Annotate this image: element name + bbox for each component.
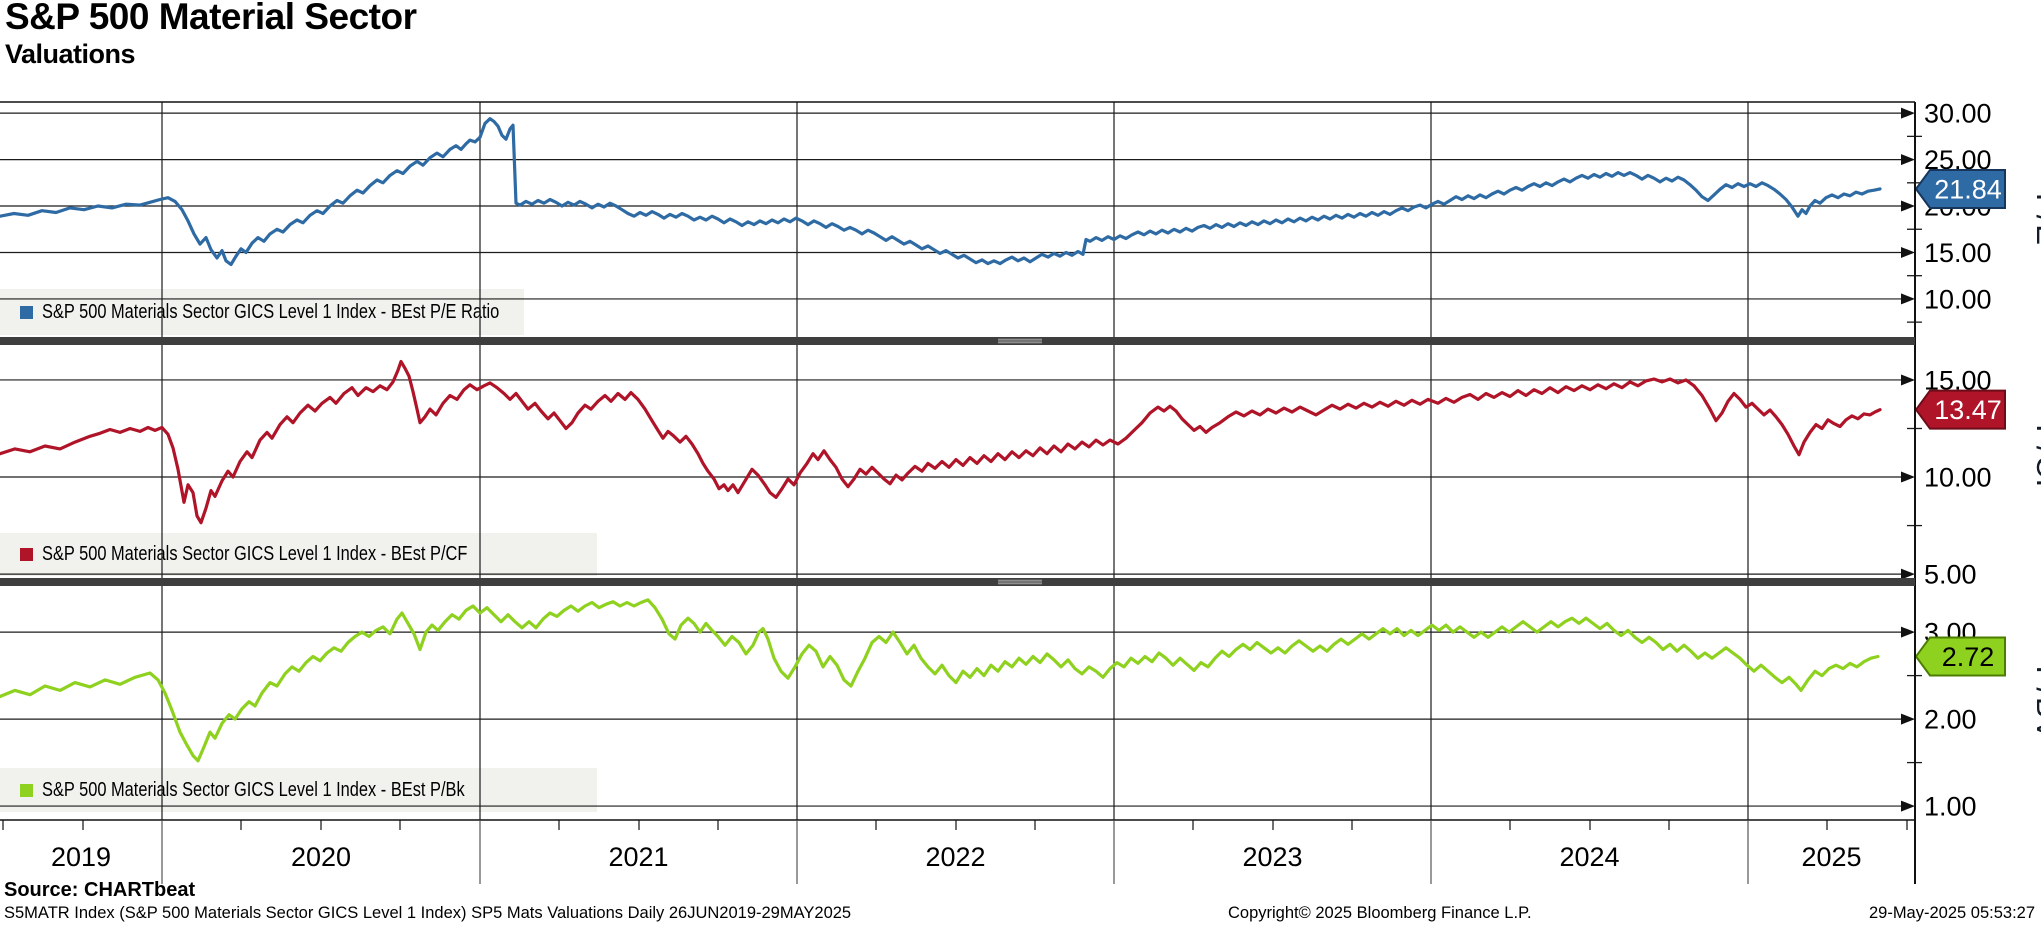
timestamp: 29-May-2025 05:53:27 <box>1868 904 2035 922</box>
axis-tick-arrow-icon <box>1901 293 1915 305</box>
year-label: 2022 <box>925 842 985 872</box>
axis-tick-arrow-icon <box>1901 471 1915 483</box>
page-title: S&P 500 Material Sector <box>5 0 417 37</box>
pcf-axis-title: P/CF <box>2030 424 2041 499</box>
year-label: 2025 <box>1801 842 1861 872</box>
axis-tick-arrow-icon <box>1901 246 1915 258</box>
axis-tick-arrow-icon <box>1901 107 1915 119</box>
y-tick-label: 20.00 <box>1924 192 1992 222</box>
legend-pbv[interactable]: S&P 500 Materials Sector GICS Level 1 In… <box>0 768 597 812</box>
pcf-legend-label: S&P 500 Materials Sector GICS Level 1 In… <box>42 543 468 565</box>
panel-separator-handle[interactable] <box>0 578 1915 586</box>
y-tick-label: 15.00 <box>1924 238 1992 268</box>
pbv-legend-swatch-icon <box>20 783 33 797</box>
pbv-axis-title: P/BV <box>2030 666 2041 741</box>
y-tick-label: 25.00 <box>1924 145 1992 175</box>
pcf-last-value: 13.47 <box>1934 395 2002 425</box>
axis-tick-arrow-icon <box>1901 800 1915 812</box>
y-tick-label: 15.00 <box>1924 365 1992 395</box>
pe-legend-swatch-icon <box>20 305 33 319</box>
y-tick-label: 10.00 <box>1924 463 1992 493</box>
pcf-legend-swatch-icon <box>20 548 33 561</box>
pe-last-value: 21.84 <box>1934 174 2002 204</box>
panel-separator-handle[interactable] <box>0 337 1915 345</box>
pcf-last-value-badge <box>1914 389 2006 430</box>
y-tick-label: 30.00 <box>1924 99 1992 129</box>
y-tick-label: 5.00 <box>1924 560 1977 590</box>
pe-last-value-badge <box>1914 168 2006 209</box>
axis-tick-arrow-icon <box>1901 154 1915 166</box>
y-tick-label: 1.00 <box>1924 792 1977 822</box>
pe-legend-label: S&P 500 Materials Sector GICS Level 1 In… <box>42 300 500 323</box>
year-label: 2020 <box>291 842 351 872</box>
axis-tick-arrow-icon <box>1901 568 1915 580</box>
legend-pe[interactable]: S&P 500 Materials Sector GICS Level 1 In… <box>0 289 524 335</box>
pe-axis-title: P/E <box>2030 193 2041 246</box>
axis-tick-arrow-icon <box>1901 200 1915 212</box>
source-label: Source: CHARTbeat <box>4 879 196 901</box>
year-label: 2023 <box>1242 842 1302 872</box>
pbv-last-value-badge <box>1914 636 2006 677</box>
pe-series-line <box>0 117 1882 267</box>
legend-pcf[interactable]: S&P 500 Materials Sector GICS Level 1 In… <box>0 533 597 576</box>
pcf-series-line <box>0 359 1882 525</box>
page-subtitle: Valuations <box>5 39 136 69</box>
year-label: 2024 <box>1559 842 1619 872</box>
y-tick-label: 2.00 <box>1924 705 1977 735</box>
chart-description: S5MATR Index (S&P 500 Materials Sector G… <box>4 904 852 922</box>
y-tick-label: 10.00 <box>1924 284 1992 314</box>
y-tick-label: 3.00 <box>1924 618 1977 648</box>
copyright-notice: Copyright© 2025 Bloomberg Finance L.P. <box>1228 904 1532 922</box>
pbv-last-value: 2.72 <box>1942 642 1995 672</box>
pbv-legend-label: S&P 500 Materials Sector GICS Level 1 In… <box>42 778 465 801</box>
year-label: 2019 <box>51 842 111 872</box>
year-label: 2021 <box>608 842 668 872</box>
axis-tick-arrow-icon <box>1901 713 1915 725</box>
axis-tick-arrow-icon <box>1901 626 1915 638</box>
pbv-series-line <box>0 598 1880 763</box>
axis-tick-arrow-icon <box>1901 374 1915 386</box>
